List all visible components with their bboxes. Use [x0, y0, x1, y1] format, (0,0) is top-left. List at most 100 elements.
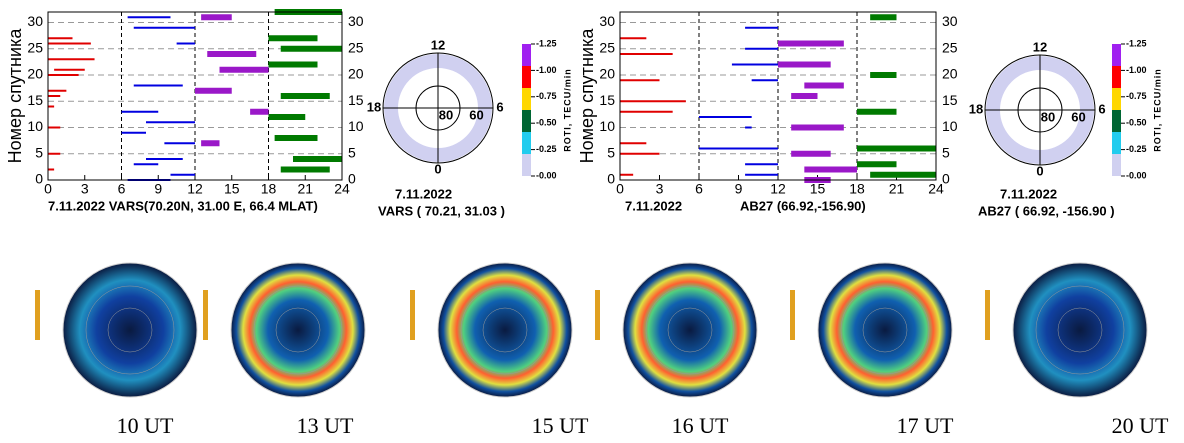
- polar-label: 12: [431, 37, 445, 52]
- colorbar-tick-label: -0.25: [1126, 144, 1147, 154]
- y2-tick-label: 0: [348, 171, 356, 187]
- x-tick-label: 15: [810, 181, 826, 197]
- scale-bar: [790, 290, 795, 340]
- x-tick-label: 6: [118, 181, 126, 197]
- map-grid: [1057, 307, 1103, 353]
- caption: 7.11.2022: [625, 198, 682, 213]
- polar-label: 18: [367, 99, 381, 114]
- colorbar-cell: [522, 88, 531, 110]
- y-tick-label: 0: [607, 171, 615, 187]
- x-tick-label: 12: [770, 181, 786, 197]
- polar-station: VARS ( 70.21, 31.03 ): [378, 203, 505, 218]
- polar-date: 7.11.2022: [395, 186, 452, 201]
- y2-tick-label: 25: [348, 39, 364, 55]
- map-grid: [275, 307, 321, 353]
- time-label: 20 UT: [1112, 413, 1169, 438]
- aurora-map: [437, 262, 573, 398]
- aurora-map: [817, 262, 953, 398]
- y2-tick-label: 20: [348, 66, 364, 82]
- y2-tick-label: 30: [942, 13, 958, 29]
- colorbar-cell: [1112, 66, 1121, 88]
- colorbar-tick-label: -0.50: [1126, 118, 1147, 128]
- y2-tick-label: 25: [942, 39, 958, 55]
- map-grid: [840, 285, 930, 375]
- x-tick-label: 9: [154, 181, 162, 197]
- colorbar-cell: [522, 66, 531, 88]
- y2-tick-label: 20: [942, 66, 958, 82]
- colorbar-cell: [522, 132, 531, 154]
- x-tick-label: 18: [261, 181, 277, 197]
- aurora-map: [1012, 262, 1148, 398]
- colorbar-tick-label: -1.00: [536, 65, 557, 75]
- y2-tick-label: 0: [942, 171, 950, 187]
- x-tick-label: 0: [44, 181, 52, 197]
- x-tick-label: 24: [928, 181, 944, 197]
- x-tick-label: 24: [334, 181, 350, 197]
- y-axis-label: Номер спутника: [577, 28, 597, 164]
- colorbar-label: ROTI, TECU/min: [1152, 68, 1162, 152]
- map-grid: [862, 307, 908, 353]
- x-tick-label: 12: [187, 181, 203, 197]
- colorbar-cell: [1112, 154, 1121, 176]
- y-tick-label: 20: [599, 66, 615, 82]
- y-tick-label: 10: [599, 118, 615, 134]
- polar-label: 80: [439, 107, 453, 122]
- map-grid: [460, 285, 550, 375]
- aurora-map: [622, 262, 758, 398]
- caption: AB27 (66.92,-156.90): [740, 198, 866, 213]
- aurora-map: [62, 262, 198, 398]
- polar-label: 0: [434, 161, 441, 176]
- colorbar-tick-label: -0.25: [536, 144, 557, 154]
- x-tick-label: 9: [735, 181, 743, 197]
- x-tick-label: 3: [656, 181, 664, 197]
- colorbar-cell: [1112, 88, 1121, 110]
- time-label: 13 UT: [297, 413, 354, 438]
- polar-label: 6: [496, 99, 503, 114]
- scale-bar: [203, 290, 208, 340]
- y2-tick-label: 10: [942, 118, 958, 134]
- y-tick-label: 20: [27, 66, 43, 82]
- y-axis-label: Номер спутника: [5, 28, 25, 164]
- scale-bar: [35, 290, 40, 340]
- caption: 7.11.2022 VARS(70.20N, 31.00 E, 66.4 MLA…: [48, 198, 318, 213]
- map-grid: [482, 307, 528, 353]
- y2-tick-label: 15: [942, 92, 958, 108]
- y-tick-label: 30: [599, 13, 615, 29]
- polar-date: 7.11.2022: [1000, 186, 1057, 201]
- y2-tick-label: 15: [348, 92, 364, 108]
- map-grid: [107, 307, 153, 353]
- scale-bar: [985, 290, 990, 340]
- colorbar-tick-label: -0.75: [1126, 91, 1147, 101]
- x-tick-label: 6: [695, 181, 703, 197]
- colorbar-tick-label: -0.00: [536, 170, 557, 180]
- y-tick-label: 5: [35, 144, 43, 160]
- y-tick-label: 30: [27, 13, 43, 29]
- colorbar-cell: [522, 110, 531, 132]
- colorbar-tick-label: -0.00: [1126, 170, 1147, 180]
- x-tick-label: 0: [616, 181, 624, 197]
- polar-label: 60: [469, 107, 483, 122]
- scale-bar: [595, 290, 600, 340]
- y-tick-label: 15: [27, 92, 43, 108]
- colorbar-cell: [1112, 110, 1121, 132]
- polar-label: 12: [1033, 39, 1047, 54]
- x-tick-label: 18: [849, 181, 865, 197]
- polar-label: 6: [1098, 101, 1105, 116]
- y-tick-label: 10: [27, 118, 43, 134]
- x-tick-label: 21: [297, 181, 313, 197]
- y-tick-label: 25: [599, 39, 615, 55]
- colorbar-cell: [1112, 44, 1121, 66]
- y2-tick-label: 5: [348, 144, 356, 160]
- y-tick-label: 25: [27, 39, 43, 55]
- map-grid: [1035, 285, 1125, 375]
- x-tick-label: 21: [889, 181, 905, 197]
- colorbar-label: ROTI, TECU/min: [562, 68, 572, 152]
- colorbar-tick-label: -1.25: [536, 38, 557, 48]
- x-tick-label: 3: [81, 181, 89, 197]
- polar-station: AB27 ( 66.92, -156.90 ): [978, 203, 1115, 218]
- colorbar-tick-label: -1.25: [1126, 38, 1147, 48]
- polar-label: 0: [1036, 163, 1043, 178]
- plot-frame: [47, 11, 343, 181]
- map-grid: [85, 285, 175, 375]
